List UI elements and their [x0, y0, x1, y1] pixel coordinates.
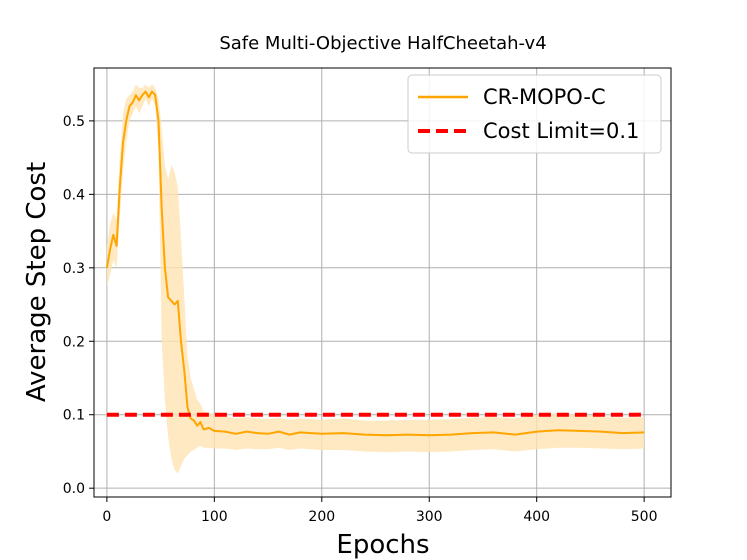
x-tick-label: 500: [631, 509, 658, 525]
std-band: [106, 84, 645, 474]
series-line-cr-mopo-c: [105, 90, 645, 437]
y-tick-label: 0.4: [63, 187, 85, 203]
x-tick-label: 100: [201, 509, 228, 525]
x-axis-label: Epochs: [336, 530, 429, 560]
legend: CR-MOPO-C Cost Limit=0.1: [407, 74, 662, 154]
x-tick-label: 200: [308, 509, 335, 525]
plot-frame: [93, 67, 672, 498]
y-tick-label: 0.5: [63, 114, 85, 130]
y-tick-label: 0.0: [63, 481, 85, 497]
legend-frame: [407, 74, 662, 154]
chart-title: Safe Multi-Objective HalfCheetah-v4: [219, 33, 546, 54]
y-tick-label: 0.1: [63, 408, 85, 424]
y-tick-label: 0.2: [63, 334, 85, 350]
x-axis-ticks: 0 100 200 300 400 500: [102, 497, 658, 525]
legend-label-cost-limit: Cost Limit=0.1: [483, 119, 639, 143]
y-tick-label: 0.3: [63, 261, 85, 277]
x-tick-label: 300: [416, 509, 443, 525]
y-axis-label: Average Step Cost: [22, 162, 52, 402]
x-tick-label: 400: [523, 509, 550, 525]
y-axis-ticks: 0.0 0.1 0.2 0.3 0.4 0.5: [63, 114, 94, 497]
series-lines: [105, 90, 645, 437]
legend-label-cr-mopo-c: CR-MOPO-C: [483, 85, 606, 109]
x-tick-label: 0: [102, 509, 111, 525]
